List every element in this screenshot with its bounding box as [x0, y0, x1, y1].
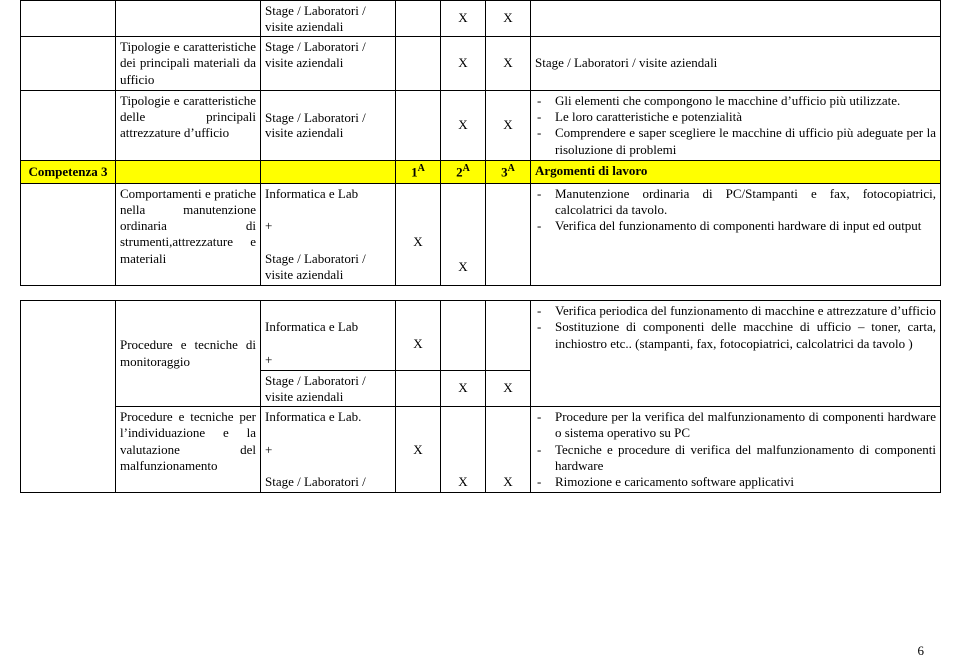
- cell-c7: Procedure per la verifica del malfunzion…: [531, 407, 941, 493]
- mark-x: X: [441, 407, 486, 493]
- list-item: Manutenzione ordinaria di PC/Stampanti e…: [549, 186, 936, 219]
- competenza-row: Competenza 3 1A 2A 3A Argomenti di lavor…: [21, 160, 941, 183]
- cell-c2: Comportamenti e pratiche nella manutenzi…: [116, 183, 261, 286]
- page: Stage / Laboratori / visite aziendali X …: [0, 0, 960, 665]
- mark-x: X: [441, 371, 486, 407]
- list-item: Rimozione e caricamento software applica…: [549, 474, 936, 490]
- list-item: Tecniche e procedure di verifica del mal…: [549, 442, 936, 475]
- cell-c3-line: +: [265, 442, 391, 458]
- cell-c7: Manutenzione ordinaria di PC/Stampanti e…: [531, 183, 941, 286]
- cell-c2: Tipologie e caratteristiche dei principa…: [116, 37, 261, 91]
- cell-c3-line: +: [265, 352, 391, 368]
- list-item: Comprendere e saper scegliere le macchin…: [549, 125, 936, 158]
- mark-x: X: [396, 301, 441, 371]
- cell-c7: Gli elementi che compongono le macchine …: [531, 90, 941, 160]
- cell-c3-line: +: [265, 218, 391, 234]
- cell-c3: Informatica e Lab. + Stage / Laboratori …: [261, 407, 396, 493]
- col-2a: 2A: [441, 160, 486, 183]
- list-item: Procedure per la verifica del malfunzion…: [549, 409, 936, 442]
- mark-x: X: [486, 90, 531, 160]
- mark-x: X: [486, 371, 531, 407]
- list-item: Gli elementi che compongono le macchine …: [549, 93, 936, 109]
- cell-c3: Stage / Laboratori / visite aziendali: [261, 1, 396, 37]
- mark-x: X: [486, 407, 531, 493]
- list-item: Verifica periodica del funzionamento di …: [549, 303, 936, 319]
- cell-c3-line: Informatica e Lab: [265, 319, 391, 335]
- cell-c2: Tipologie e caratteristiche delle princi…: [116, 90, 261, 160]
- col-3a: 3A: [486, 160, 531, 183]
- mark-x: X: [486, 37, 531, 91]
- mark-x: X: [396, 183, 441, 286]
- col-1a: 1A: [396, 160, 441, 183]
- competenza-label: Competenza 3: [21, 160, 116, 183]
- cell-c3-line: Informatica e Lab: [265, 186, 391, 202]
- cell-c3-line: Informatica e Lab.: [265, 409, 391, 425]
- mark-x: X: [396, 407, 441, 493]
- cell-c3: Informatica e Lab + Stage / Laboratori /…: [261, 183, 396, 286]
- cell-c3: Stage / Laboratori / visite aziendali: [261, 90, 396, 160]
- table-row: Tipologie e caratteristiche dei principa…: [21, 37, 941, 91]
- mark-x: X: [441, 90, 486, 160]
- table-row: Tipologie e caratteristiche delle princi…: [21, 90, 941, 160]
- list-item: Verifica del funzionamento di componenti…: [549, 218, 936, 234]
- second-table: Procedure e tecniche di monitoraggio Inf…: [20, 300, 941, 493]
- cell-c2: [116, 1, 261, 37]
- cell-c3: Informatica e Lab +: [261, 301, 396, 371]
- page-number: 6: [918, 643, 925, 659]
- cell-c2: Procedure e tecniche di monitoraggio: [116, 301, 261, 407]
- mark-x: X: [441, 1, 486, 37]
- table-row: Procedure e tecniche per l’individuazion…: [21, 407, 941, 493]
- cell-c3: Stage / Laboratori / visite aziendali: [261, 37, 396, 91]
- mark-x: X: [441, 37, 486, 91]
- main-table: Stage / Laboratori / visite aziendali X …: [20, 0, 941, 286]
- cell-c3: Stage / Laboratori / visite aziendali: [261, 371, 396, 407]
- cell-c3-line: Stage / Laboratori / visite aziendali: [265, 251, 391, 284]
- argomenti-label: Argomenti di lavoro: [531, 160, 941, 183]
- list-item: Sostituzione di componenti delle macchin…: [549, 319, 936, 352]
- cell-c2: Procedure e tecniche per l’individuazion…: [116, 407, 261, 493]
- list-item: Le loro caratteristiche e potenzialità: [549, 109, 936, 125]
- mark-x: X: [441, 183, 486, 286]
- table-row: Comportamenti e pratiche nella manutenzi…: [21, 183, 941, 286]
- table-row: Stage / Laboratori / visite aziendali X …: [21, 1, 941, 37]
- cell-c7: Verifica periodica del funzionamento di …: [531, 301, 941, 407]
- table-row: Procedure e tecniche di monitoraggio Inf…: [21, 301, 941, 371]
- cell-c3-line: Stage / Laboratori /: [265, 474, 391, 490]
- mark-x: X: [486, 1, 531, 37]
- cell-c7: Stage / Laboratori / visite aziendali: [531, 37, 941, 91]
